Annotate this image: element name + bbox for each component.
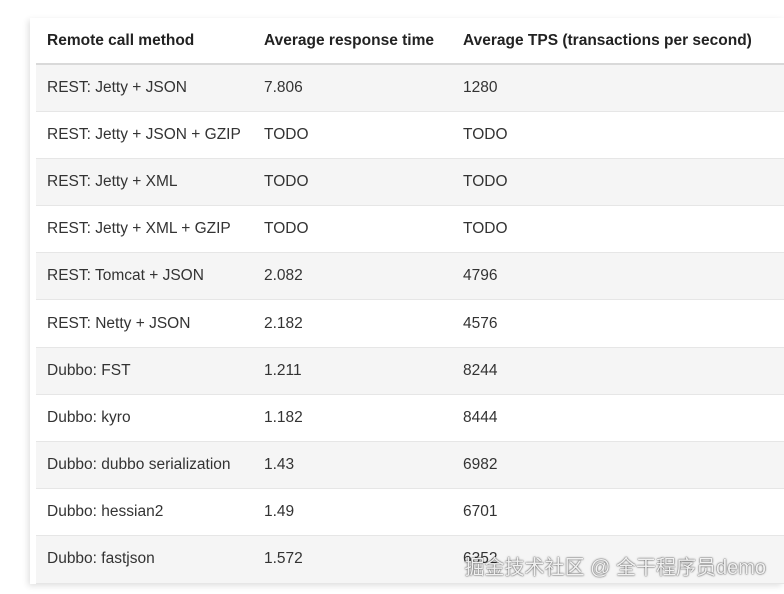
header-average-response-time: Average response time — [253, 18, 452, 65]
cell-method: REST: Jetty + JSON — [47, 78, 187, 96]
cell-method: REST: Tomcat + JSON — [47, 267, 204, 285]
table-row: Dubbo: fastjson 1.572 6352 — [36, 535, 784, 584]
cell-response-time: 1.182 — [264, 408, 303, 426]
header-average-tps: Average TPS (transactions per second) — [452, 18, 784, 65]
cell-response-time: 1.49 — [264, 503, 295, 521]
table-row: Dubbo: hessian2 1.49 6701 — [36, 488, 784, 536]
header-remote-call-method: Remote call method — [36, 18, 253, 65]
cell-method: Dubbo: fastjson — [47, 550, 155, 568]
cell-response-time: TODO — [264, 172, 309, 190]
cell-tps: TODO — [463, 125, 508, 143]
cell-tps: 4576 — [463, 314, 498, 332]
cell-method: REST: Jetty + XML — [47, 172, 178, 190]
table-row: Dubbo: kyro 1.182 8444 — [36, 394, 784, 442]
cell-tps: 6352 — [463, 550, 498, 568]
cell-method: REST: Netty + JSON — [47, 314, 191, 332]
cell-response-time: 1.43 — [264, 456, 295, 474]
cell-tps: 4796 — [463, 267, 498, 285]
table-row: Dubbo: dubbo serialization 1.43 6982 — [36, 441, 784, 489]
table-row: REST: Jetty + XML TODO TODO — [36, 158, 784, 206]
cell-method: Dubbo: hessian2 — [47, 503, 164, 521]
cell-tps: TODO — [463, 220, 508, 238]
cell-method: Dubbo: dubbo serialization — [47, 456, 231, 474]
table-row: Dubbo: FST 1.211 8244 — [36, 347, 784, 395]
watermark-text: 掘金技术社区 @ 全干程序员demo — [464, 557, 766, 579]
cell-response-time: 2.182 — [264, 314, 303, 332]
cell-method: REST: Jetty + XML + GZIP — [47, 220, 231, 238]
cell-method: REST: Jetty + JSON + GZIP — [47, 125, 241, 143]
cell-tps: 6701 — [463, 503, 498, 521]
benchmark-table: Remote call method Average response time… — [36, 18, 784, 584]
table-row: REST: Jetty + XML + GZIP TODO TODO — [36, 205, 784, 253]
cell-tps: 6982 — [463, 456, 498, 474]
header-row: Remote call method Average response time… — [36, 18, 784, 65]
cell-response-time: 7.806 — [264, 78, 303, 96]
cell-response-time: 1.572 — [264, 550, 303, 568]
cell-response-time: 1.211 — [264, 361, 302, 379]
table-container: Remote call method Average response time… — [30, 18, 784, 584]
table-row: REST: Tomcat + JSON 2.082 4796 — [36, 252, 784, 300]
table-row: REST: Jetty + JSON 7.806 1280 — [36, 64, 784, 112]
cell-method: Dubbo: kyro — [47, 408, 131, 426]
table-row: REST: Netty + JSON 2.182 4576 — [36, 299, 784, 348]
cell-tps: TODO — [463, 172, 508, 190]
cell-response-time: TODO — [264, 220, 309, 238]
cell-response-time: 2.082 — [264, 267, 303, 285]
cell-response-time: TODO — [264, 125, 309, 143]
table-row: REST: Jetty + JSON + GZIP TODO TODO — [36, 111, 784, 159]
cell-method: Dubbo: FST — [47, 361, 131, 379]
table-header: Remote call method Average response time… — [36, 18, 784, 65]
cell-tps: 8244 — [463, 361, 498, 379]
cell-tps: 1280 — [463, 78, 498, 96]
table-body: REST: Jetty + JSON 7.806 1280 REST: Jett… — [36, 64, 784, 584]
cell-tps: 8444 — [463, 408, 498, 426]
